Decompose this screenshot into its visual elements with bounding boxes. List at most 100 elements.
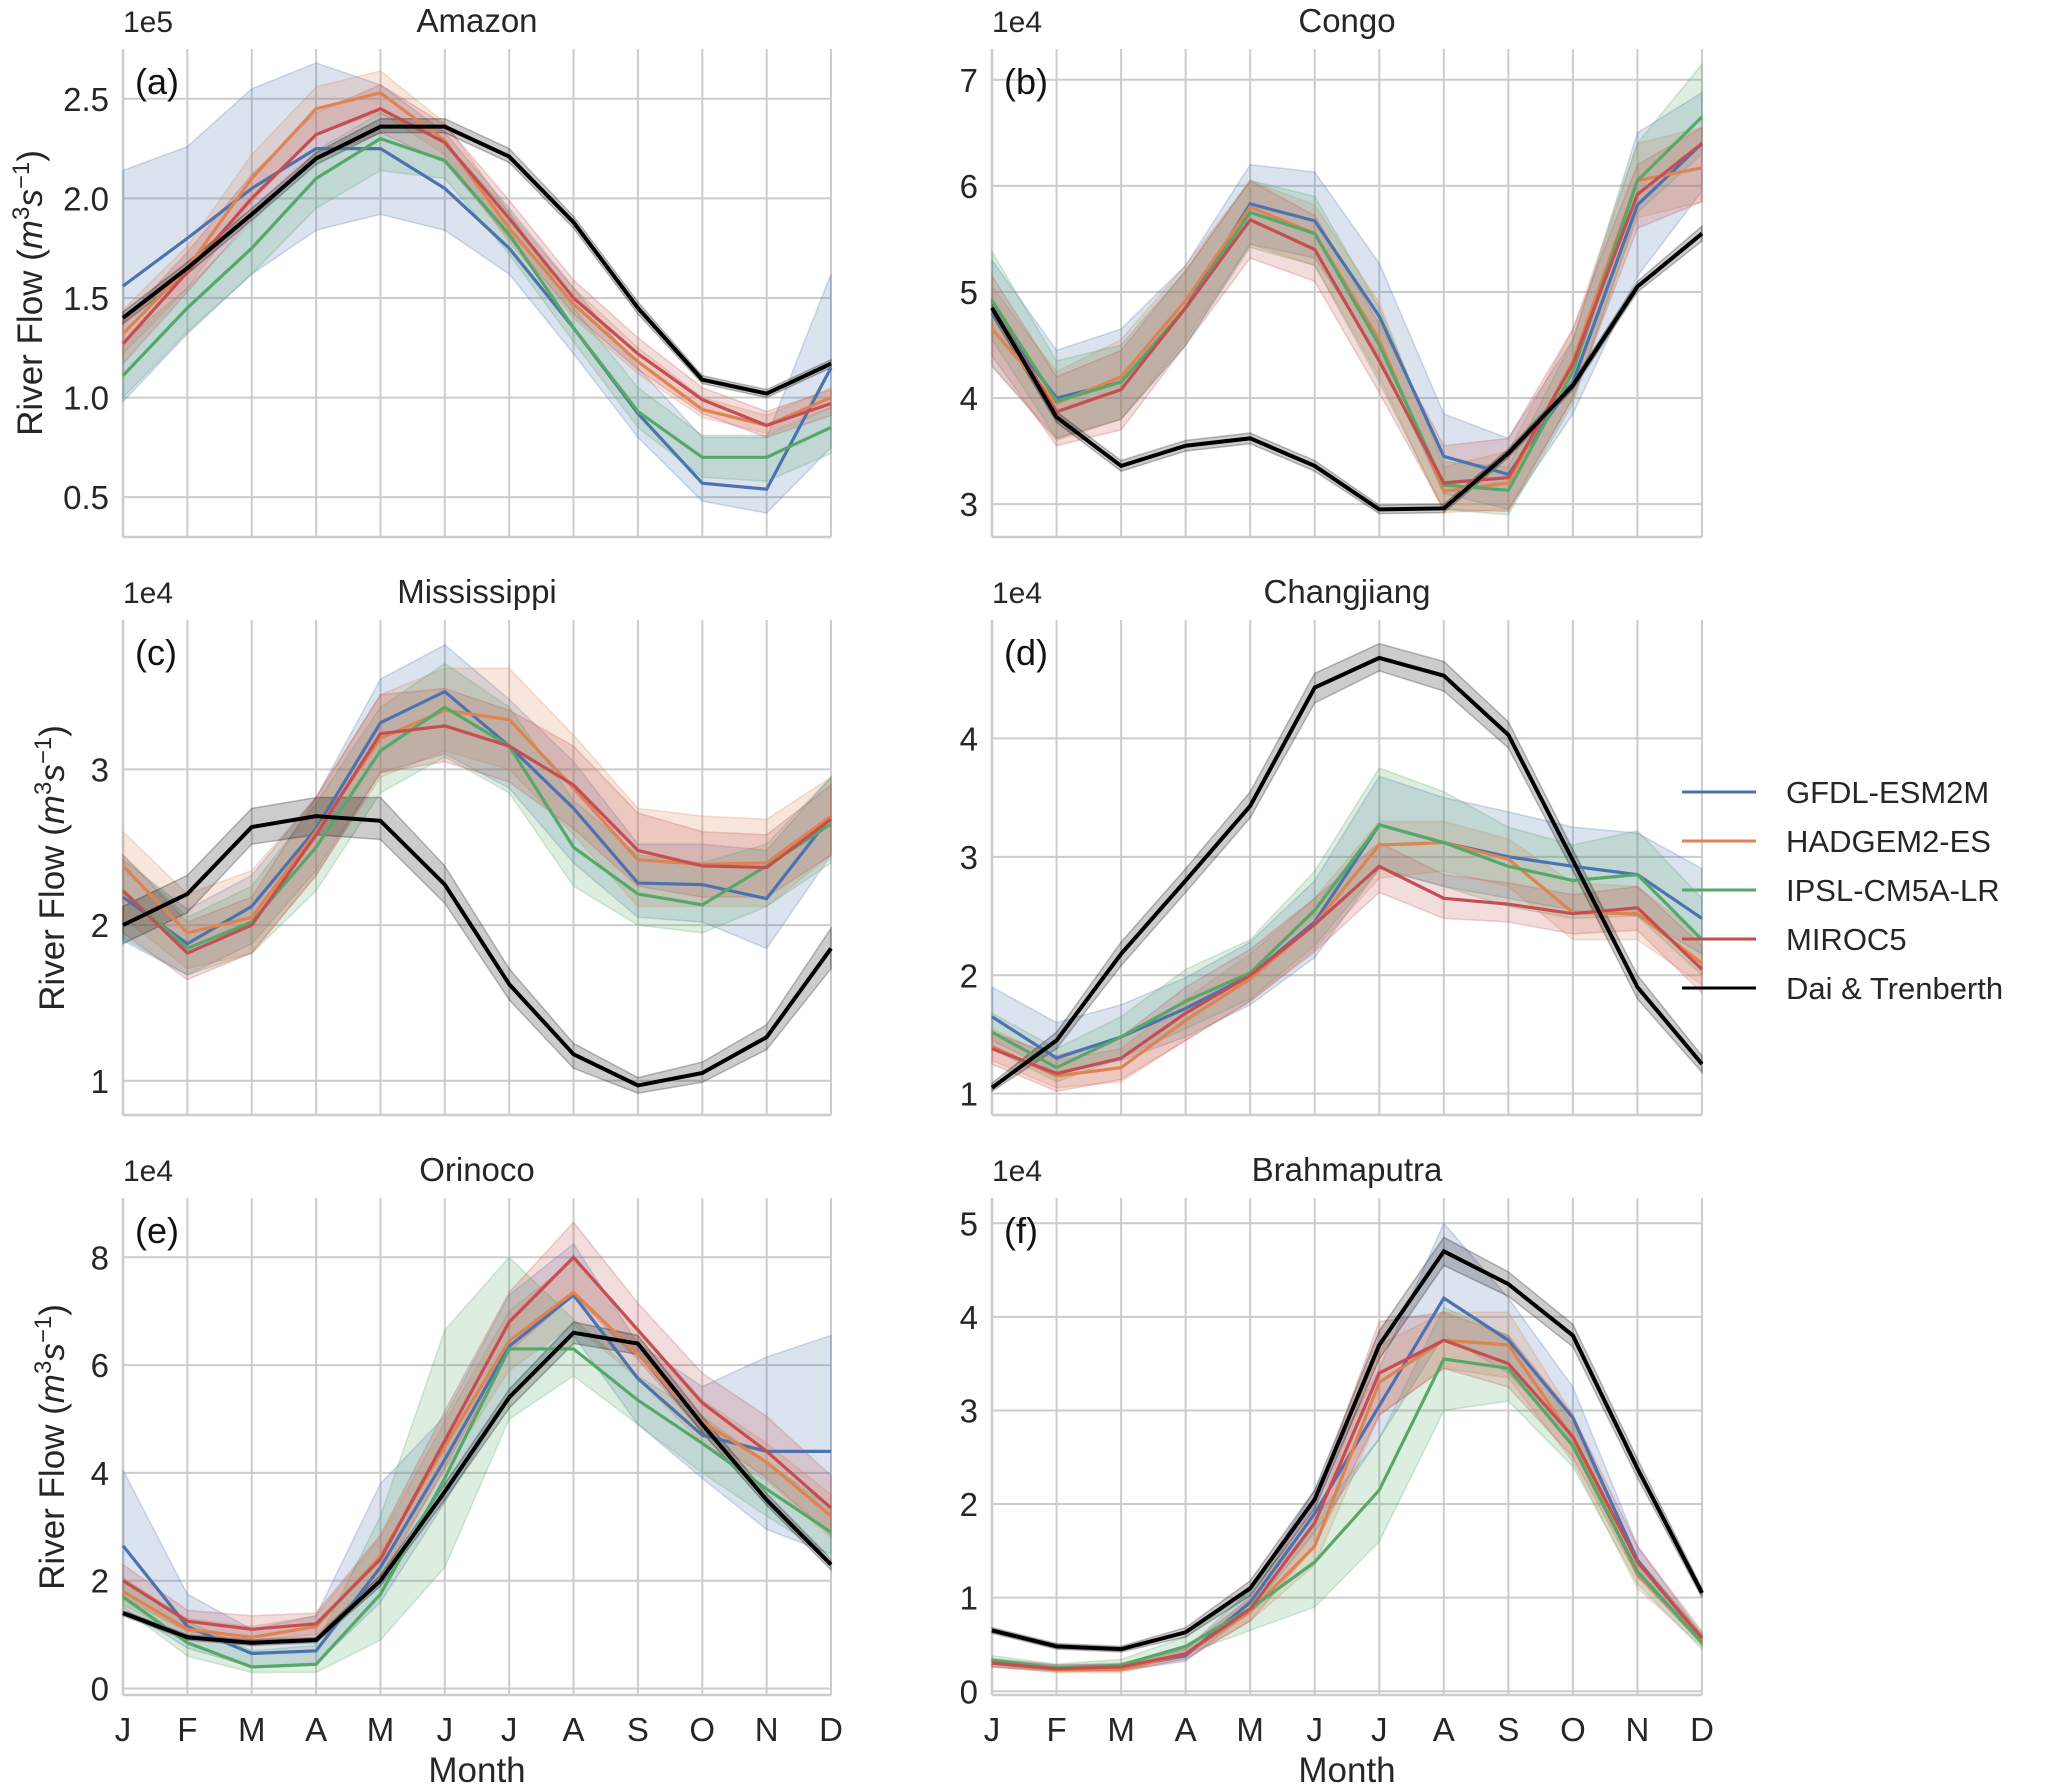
series-line-ipsl-cm5a-lr [121, 705, 832, 951]
ylabel-part: ) [33, 725, 72, 737]
y-tick-label: 6 [91, 1347, 109, 1384]
confidence-band-ipsl-cm5a-lr [991, 767, 1703, 1083]
confidence-band-dai-trenberth [991, 642, 1703, 1093]
ylabel-part: 3 [30, 782, 57, 795]
legend-item: IPSL-CM5A-LR [1682, 873, 2000, 908]
series-line-dai-trenberth [990, 655, 1704, 1090]
ylabel-part: s [11, 189, 50, 207]
confidence-band-hadgem2-es [991, 1311, 1703, 1674]
ylabel-text: River Flow (m3s−1) [30, 725, 73, 1011]
legend-item: GFDL-ESM2M [1682, 775, 1989, 810]
ylabel-part: River Flow ( [11, 249, 50, 436]
ylabel-part: s [33, 1343, 72, 1361]
panel-congo: 3 4 5 6 7 Congo 1e4 (b) [960, 2, 1704, 539]
ylabel-part: ) [33, 1304, 72, 1316]
y-tick-label: 7 [960, 62, 978, 99]
series-line-miroc5 [121, 724, 832, 956]
x-tick-label: J [1371, 1711, 1388, 1748]
axis-offset-label: 1e4 [992, 577, 1042, 610]
panel-label: (a) [135, 61, 179, 102]
panel-brahmaputra: 0 1 2 3 4 5 J F M A M J J A S O N D Brahmaputra 1e4 (f) [960, 1151, 1714, 1748]
xlabel-left: Month [428, 1751, 525, 1785]
y-tick-label: 0 [91, 1671, 109, 1708]
x-tick-label: N [1626, 1711, 1650, 1748]
confidence-band-miroc5 [991, 126, 1703, 513]
ylabel-text: River Flow (m3s−1) [8, 150, 51, 436]
x-tick-label: M [238, 1711, 266, 1748]
confidence-band-gfdl-esm2m [991, 91, 1703, 511]
y-tick-label: 2 [960, 1486, 978, 1523]
panels: 0.5 1.0 1.5 2.0 2.5 Amazon 1e5 (a) 3 4 5 6 7 Congo 1e4… [63, 2, 1714, 1748]
ylabel-part: 3 [30, 1361, 57, 1374]
series-line-gfdl-esm2m [122, 146, 833, 491]
legend-item: Dai & Trenberth [1682, 971, 2003, 1006]
panel-label: (b) [1004, 61, 1048, 102]
y-tick-label: 3 [91, 751, 109, 788]
ylabel-part: m [11, 220, 50, 249]
confidence-band-hadgem2-es [991, 126, 1703, 514]
panel-title: Brahmaputra [1252, 1151, 1443, 1188]
series-line-miroc5 [991, 864, 1704, 1076]
axis-offset-label: 1e4 [123, 577, 173, 610]
confidence-band-gfdl-esm2m [991, 775, 1703, 1074]
legend-label: HADGEM2-ES [1786, 824, 1991, 859]
confidence-band-ipsl-cm5a-lr [122, 111, 832, 482]
y-tick-label: 2.0 [63, 180, 109, 217]
y-tick-label: 4 [960, 380, 978, 417]
confidence-band-dai-trenberth [991, 224, 1703, 515]
x-tick-label: A [563, 1711, 585, 1748]
legend-label: MIROC5 [1786, 922, 1907, 957]
legend-label: GFDL-ESM2M [1786, 775, 1989, 810]
y-tick-label: 8 [91, 1239, 109, 1276]
x-tick-label: J [1306, 1711, 1323, 1748]
axis-offset-label: 1e5 [123, 6, 173, 39]
y-tick-label: 3 [960, 486, 978, 523]
y-tick-label: 0.5 [63, 479, 109, 516]
legend-item: MIROC5 [1682, 922, 1907, 957]
x-tick-label: A [1433, 1711, 1455, 1748]
confidence-band-hadgem2-es [991, 820, 1703, 1089]
ylabel-part: m [33, 795, 72, 824]
y-tick-label: 6 [960, 168, 978, 205]
panel-label: (d) [1004, 632, 1048, 673]
series-line-gfdl-esm2m [122, 689, 833, 946]
ylabel-row1: River Flow (m3s−1) [8, 150, 51, 436]
x-tick-label: S [1497, 1711, 1519, 1748]
y-tick-label: 1.0 [63, 380, 109, 417]
legend: GFDL-ESM2M HADGEM2-ES IPSL-CM5A-LR MIROC5 Da… [1682, 775, 2003, 1006]
confidence-band-gfdl-esm2m [122, 644, 832, 976]
y-tick-label: 1 [91, 1063, 109, 1100]
ylabel-part: River Flow ( [33, 1403, 72, 1590]
axis-offset-label: 1e4 [123, 1155, 173, 1188]
y-tick-label: 5 [960, 274, 978, 311]
series-line-dai-trenberth [122, 1330, 833, 1645]
x-tick-label: F [177, 1711, 197, 1748]
x-tick-label: F [1046, 1711, 1066, 1748]
y-tick-label: 3 [960, 839, 978, 876]
x-tick-label: J [501, 1711, 518, 1748]
confidence-band-hadgem2-es [122, 667, 832, 970]
panel-title: Orinoco [419, 1151, 535, 1188]
panel-orinoco: 0 2 4 6 8 J F M A M J J A S O N D Orinoco 1e4 (e) [91, 1151, 843, 1748]
x-tick-label: J [437, 1711, 454, 1748]
ylabel-part: ) [11, 150, 50, 162]
ylabel-part: −1 [30, 737, 57, 764]
x-tick-label: D [819, 1711, 843, 1748]
axis-offset-label: 1e4 [992, 6, 1042, 39]
confidence-band-gfdl-esm2m [122, 62, 832, 514]
series-line-ipsl-cm5a-lr [122, 1347, 832, 1669]
x-tick-label: S [627, 1711, 649, 1748]
y-tick-label: 1 [960, 1580, 978, 1617]
y-tick-label: 2 [960, 957, 978, 994]
x-tick-label: J [115, 1711, 132, 1748]
confidence-band-miroc5 [122, 1221, 832, 1641]
series-line-hadgem2-es [122, 1290, 833, 1639]
x-tick-label: M [367, 1711, 395, 1748]
panel-label: (c) [135, 632, 177, 673]
x-tick-label: N [755, 1711, 779, 1748]
series-line-miroc5 [990, 142, 1703, 485]
legend-item: HADGEM2-ES [1682, 824, 1991, 859]
ylabel-part: −1 [8, 162, 35, 189]
y-tick-label: 1.5 [63, 280, 109, 317]
y-tick-label: 5 [960, 1205, 978, 1242]
